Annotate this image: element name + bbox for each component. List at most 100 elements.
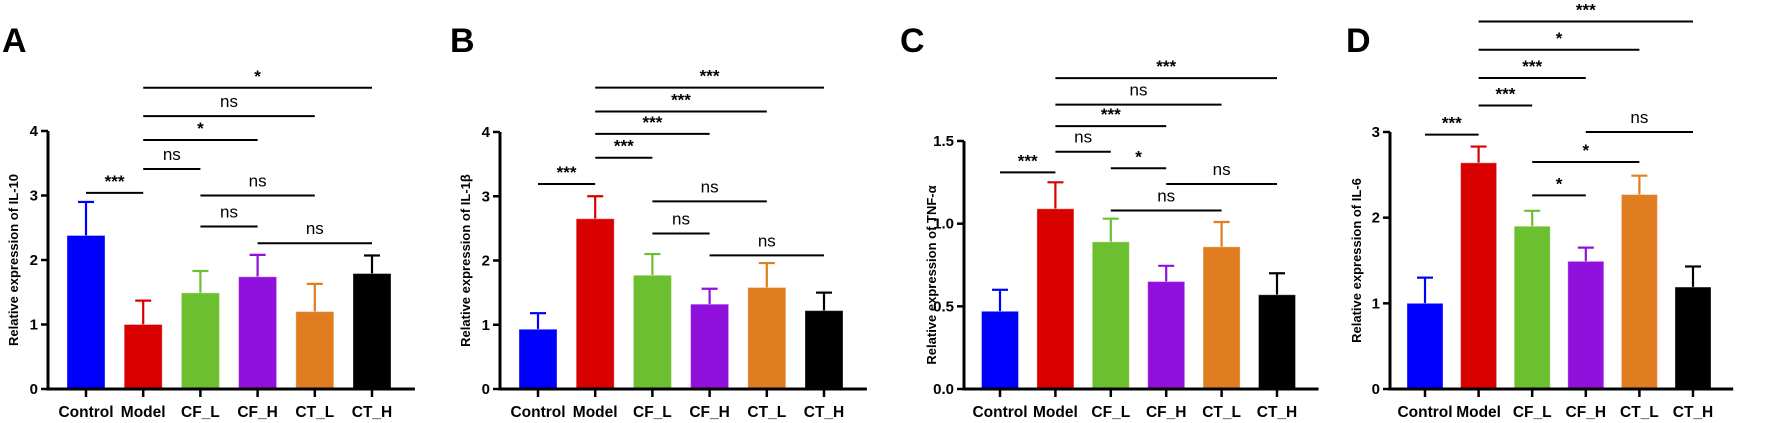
panel-b: B Relative expression of IL-1β Control Mode… bbox=[450, 22, 867, 421]
y-tick-label: 1.0 bbox=[933, 216, 954, 233]
bar-ct-h bbox=[1258, 294, 1296, 390]
significance-label: *** bbox=[642, 113, 662, 132]
panel-letter: B bbox=[450, 22, 475, 60]
bar-cf-l bbox=[1513, 225, 1551, 390]
bar-ct-l bbox=[1202, 246, 1241, 390]
significance-label: ns bbox=[758, 231, 776, 250]
y-axis-label: Relative expression of IL-10 bbox=[6, 174, 21, 346]
panel-letter: A bbox=[2, 22, 27, 60]
significance-label: * bbox=[254, 67, 261, 86]
significance-label: ns bbox=[1213, 160, 1231, 179]
bar-control bbox=[981, 310, 1019, 390]
y-tick-label: 0.5 bbox=[933, 298, 954, 315]
y-tick-label: 1 bbox=[30, 317, 38, 334]
significance-label: * bbox=[1582, 141, 1589, 160]
bar-model bbox=[123, 324, 163, 390]
y-tick-label: 1 bbox=[482, 317, 490, 334]
x-tick-label: CT_H bbox=[352, 404, 392, 421]
bar-control bbox=[1406, 302, 1444, 390]
significance-label: * bbox=[197, 119, 204, 138]
x-tick-label: CT_L bbox=[295, 404, 334, 421]
significance-label: ns bbox=[701, 177, 719, 196]
x-tick-label: CF_L bbox=[1513, 404, 1552, 421]
panel-letter: C bbox=[900, 22, 925, 60]
significance-label: *** bbox=[1101, 105, 1121, 124]
significance-label: ns bbox=[249, 172, 267, 191]
bar-cf-h bbox=[238, 276, 278, 390]
x-tick-label: CF_L bbox=[181, 404, 220, 421]
significance-label: *** bbox=[700, 67, 720, 86]
y-tick-label: 4 bbox=[30, 123, 39, 140]
y-tick-label: 2 bbox=[482, 253, 490, 270]
x-tick-label: CF_H bbox=[1566, 404, 1606, 421]
y-tick-label: 0 bbox=[30, 381, 38, 398]
y-tick-label: 1.5 bbox=[933, 133, 954, 150]
significance-label: ns bbox=[1157, 186, 1175, 205]
x-tick-label: Model bbox=[573, 404, 618, 421]
significance-label: * bbox=[1556, 29, 1563, 48]
significance-label: ns bbox=[1130, 81, 1148, 100]
x-tick-label: CT_H bbox=[804, 404, 844, 421]
significance-label: *** bbox=[1018, 151, 1038, 170]
significance-label: *** bbox=[1442, 114, 1462, 133]
panel-letter: D bbox=[1346, 22, 1371, 60]
panel-c: C Relative expression of TNF-α Control Mode… bbox=[900, 22, 1319, 421]
x-tick-label: Control bbox=[58, 404, 113, 421]
x-tick-label: CT_L bbox=[747, 404, 786, 421]
bar-control bbox=[66, 234, 106, 390]
x-tick-label: CT_H bbox=[1673, 404, 1713, 421]
panel-a: A Relative expression of IL-10 Control Mode… bbox=[2, 22, 415, 421]
y-tick-label: 3 bbox=[30, 188, 38, 205]
significance-label: *** bbox=[1495, 84, 1515, 103]
bar-cf-l bbox=[632, 274, 672, 390]
x-tick-label: Control bbox=[972, 404, 1027, 421]
x-tick-label: Control bbox=[510, 404, 565, 421]
significance-label: ns bbox=[1630, 108, 1648, 127]
y-tick-label: 0 bbox=[482, 381, 490, 398]
significance-label: *** bbox=[105, 172, 125, 191]
y-tick-label: 3 bbox=[482, 188, 490, 205]
y-axis-label: Relative expression of TNF-α bbox=[924, 185, 939, 364]
y-tick-label: 0.0 bbox=[933, 381, 954, 398]
x-tick-label: Model bbox=[1456, 404, 1501, 421]
x-tick-label: Model bbox=[121, 404, 166, 421]
significance-label: ns bbox=[306, 219, 324, 238]
y-tick-label: 0 bbox=[1372, 381, 1380, 398]
significance-label: ns bbox=[672, 210, 690, 229]
bar-cf-h bbox=[690, 303, 730, 390]
significance-label: *** bbox=[557, 163, 577, 182]
significance-label: ns bbox=[220, 202, 238, 221]
y-tick-label: 4 bbox=[482, 124, 491, 141]
panel-d: D Relative expression of IL-6 Control Model… bbox=[1346, 0, 1734, 421]
x-tick-label: CF_H bbox=[1146, 404, 1186, 421]
x-tick-label: CT_H bbox=[1257, 404, 1297, 421]
bar-ct-h bbox=[352, 273, 392, 390]
bar-cf-h bbox=[1567, 260, 1605, 390]
bar-ct-h bbox=[1674, 286, 1712, 390]
x-tick-label: CF_L bbox=[633, 404, 672, 421]
x-tick-label: CF_H bbox=[689, 404, 729, 421]
x-tick-label: Model bbox=[1033, 404, 1078, 421]
significance-label: ns bbox=[1074, 128, 1092, 147]
y-tick-label: 3 bbox=[1372, 124, 1380, 141]
bar-cf-l bbox=[1091, 241, 1130, 390]
significance-label: * bbox=[1556, 174, 1563, 193]
x-tick-label: CF_L bbox=[1091, 404, 1130, 421]
bar-ct-h bbox=[804, 310, 844, 390]
x-tick-label: Control bbox=[1397, 404, 1452, 421]
y-axis-label: Relative expression of IL-6 bbox=[1349, 178, 1364, 343]
bar-control bbox=[518, 328, 558, 390]
significance-label: ns bbox=[163, 145, 181, 164]
bar-model bbox=[575, 218, 615, 390]
x-tick-label: CT_L bbox=[1620, 404, 1659, 421]
bar-model bbox=[1460, 162, 1498, 390]
bar-cf-h bbox=[1147, 281, 1186, 390]
bar-model bbox=[1036, 208, 1075, 390]
y-tick-label: 2 bbox=[1372, 210, 1380, 227]
y-tick-label: 2 bbox=[30, 252, 38, 269]
bar-ct-l bbox=[295, 311, 335, 390]
significance-label: *** bbox=[1522, 57, 1542, 76]
significance-label: *** bbox=[1156, 57, 1176, 76]
y-tick-label: 1 bbox=[1372, 295, 1380, 312]
